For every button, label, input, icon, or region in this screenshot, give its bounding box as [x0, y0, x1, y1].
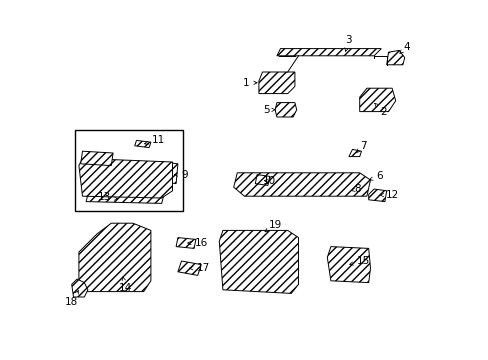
Text: 7: 7 [356, 141, 366, 152]
Text: 15: 15 [349, 256, 369, 266]
Polygon shape [81, 151, 113, 166]
Polygon shape [359, 88, 395, 112]
Text: 6: 6 [369, 171, 382, 181]
Polygon shape [176, 238, 196, 248]
Text: 11: 11 [144, 135, 164, 145]
Polygon shape [348, 149, 361, 157]
Text: 4: 4 [399, 42, 409, 53]
Polygon shape [72, 279, 88, 297]
Text: 5: 5 [262, 105, 275, 115]
Polygon shape [178, 261, 201, 275]
Polygon shape [326, 247, 370, 283]
Text: 13: 13 [97, 192, 118, 202]
Polygon shape [233, 173, 370, 196]
Text: 3: 3 [344, 35, 351, 51]
Polygon shape [219, 230, 298, 293]
Polygon shape [258, 72, 294, 94]
Text: 10: 10 [263, 176, 276, 186]
Text: 19: 19 [264, 220, 281, 232]
Polygon shape [275, 103, 296, 117]
Polygon shape [255, 175, 269, 185]
Polygon shape [134, 140, 151, 148]
Text: 14: 14 [119, 277, 132, 293]
Text: 16: 16 [187, 238, 207, 248]
Text: 17: 17 [189, 263, 209, 273]
Polygon shape [162, 162, 178, 184]
Text: 1: 1 [243, 78, 257, 88]
Polygon shape [79, 158, 172, 198]
Text: 12: 12 [379, 190, 398, 200]
Text: 2: 2 [374, 103, 386, 117]
Polygon shape [368, 189, 386, 202]
Text: 9: 9 [174, 170, 188, 180]
Polygon shape [79, 223, 151, 292]
Bar [75, 130, 183, 211]
Polygon shape [86, 194, 163, 203]
Text: 18: 18 [65, 291, 78, 307]
Text: 8: 8 [351, 184, 361, 194]
Polygon shape [386, 50, 404, 65]
Polygon shape [276, 49, 381, 56]
